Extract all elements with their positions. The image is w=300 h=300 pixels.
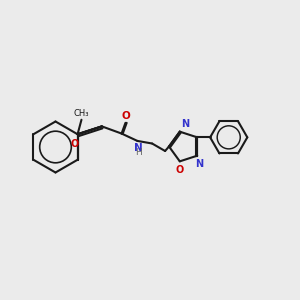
Text: N: N <box>181 119 189 129</box>
Text: O: O <box>70 139 79 149</box>
Text: H: H <box>136 148 142 157</box>
Text: CH₃: CH₃ <box>74 109 89 118</box>
Text: N: N <box>195 159 203 169</box>
Text: N: N <box>134 143 143 153</box>
Text: O: O <box>121 111 130 121</box>
Text: O: O <box>176 165 184 175</box>
